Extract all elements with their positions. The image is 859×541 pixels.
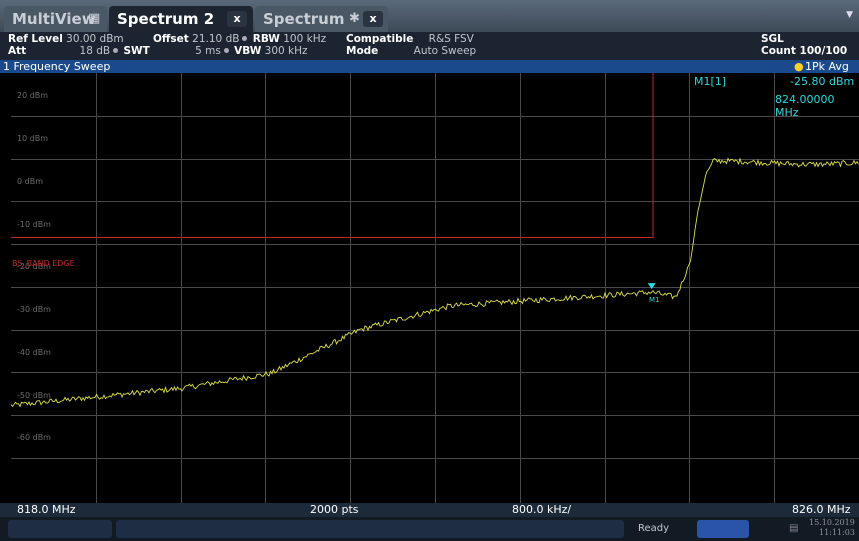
- grid: [11, 73, 859, 503]
- status-time: 11:11:03: [819, 528, 855, 537]
- tab-multiview[interactable]: MultiView ▦: [4, 6, 107, 32]
- spectrum-trace: [11, 157, 859, 408]
- asterisk-icon: ✱: [349, 11, 360, 26]
- sweep-title: 1 Frequency Sweep: [3, 60, 111, 73]
- ref-level: Ref Level 30.00 dBm: [8, 33, 124, 45]
- tab-spectrum-2[interactable]: Spectrum 2 x: [109, 6, 253, 32]
- y-axis-label: -50 dBm: [17, 390, 51, 400]
- coupled-dot-icon: [242, 36, 248, 41]
- grid-icon: ▦: [88, 11, 101, 26]
- span-per-division: 800.0 kHz/: [512, 503, 572, 516]
- y-axis-label: -40 dBm: [17, 347, 51, 357]
- start-frequency: 818.0 MHz: [17, 503, 76, 516]
- status-date: 15.10.2019: [809, 518, 855, 527]
- sweep-title-bar: 1 Frequency Sweep ● 1Pk Avg: [0, 60, 859, 73]
- trace-dot-icon: ●: [794, 60, 804, 73]
- y-axis-label: 10 dBm: [17, 134, 49, 144]
- status-field: [8, 520, 112, 538]
- compatible: Compatible R&S FSV: [346, 33, 474, 45]
- status-bar: Ready ▤ 15.10.2019 11:11:03: [0, 517, 859, 541]
- sweep-mode: Mode Auto Sweep: [346, 45, 477, 57]
- marker-triangle-icon[interactable]: [647, 283, 656, 290]
- y-axis-label: -30 dBm: [17, 305, 51, 315]
- progress-bar: [697, 520, 749, 538]
- marker-level: -25.80 dBm: [790, 75, 855, 88]
- tab-bar: MultiView ▦ Spectrum 2 x Spectrum ✱ x ▼: [0, 0, 859, 32]
- close-icon[interactable]: x: [227, 11, 247, 27]
- sweep-count: Count 100/100: [761, 45, 848, 57]
- spectrum-graph: [11, 73, 859, 503]
- tab-spectrum-2-label: Spectrum 2: [117, 10, 215, 28]
- tab-spectrum[interactable]: Spectrum ✱ x: [255, 6, 388, 32]
- y-axis-label: -20 dBm: [17, 262, 51, 272]
- y-axis-label: 20 dBm: [17, 91, 49, 101]
- coupled-dot-icon: [223, 48, 229, 53]
- attenuation: Att 18 dB SWT 5 ms VBW 300 kHz: [8, 45, 308, 57]
- y-axis-label: -10 dBm: [17, 219, 51, 229]
- marker-label: M1: [649, 296, 660, 304]
- tab-multiview-label: MultiView: [12, 10, 96, 28]
- network-icon: ▤: [789, 523, 799, 534]
- close-icon[interactable]: x: [363, 11, 383, 27]
- limit-line-label: B5_BAND EDGE: [12, 259, 75, 268]
- y-axis-label: 0 dBm: [17, 176, 43, 186]
- limit-line: [11, 73, 654, 238]
- sweep-points: 2000 pts: [310, 503, 359, 516]
- single-sweep-indicator: SGL: [761, 33, 784, 45]
- marker-header: M1[1]: [694, 75, 727, 88]
- frequency-axis-footer: 818.0 MHz 2000 pts 800.0 kHz/ 826.0 MHz: [0, 503, 859, 517]
- dropdown-arrow-icon[interactable]: ▼: [846, 10, 853, 20]
- spectrum-plot[interactable]: [11, 73, 859, 503]
- trace-label: 1Pk Avg: [805, 60, 849, 73]
- message-field: [116, 520, 624, 538]
- offset: Offset 21.10 dB RBW 100 kHz: [153, 33, 327, 45]
- tab-spectrum-label: Spectrum: [263, 10, 345, 28]
- marker-frequency: 824.00000 MHz: [775, 93, 835, 119]
- coupled-dot-icon: [113, 48, 119, 53]
- measurement-info-bar: Ref Level 30.00 dBm Offset 21.10 dB RBW …: [0, 32, 859, 60]
- ready-status: Ready: [638, 523, 670, 534]
- stop-frequency: 826.0 MHz: [792, 503, 851, 516]
- y-axis-label: -60 dBm: [17, 433, 51, 443]
